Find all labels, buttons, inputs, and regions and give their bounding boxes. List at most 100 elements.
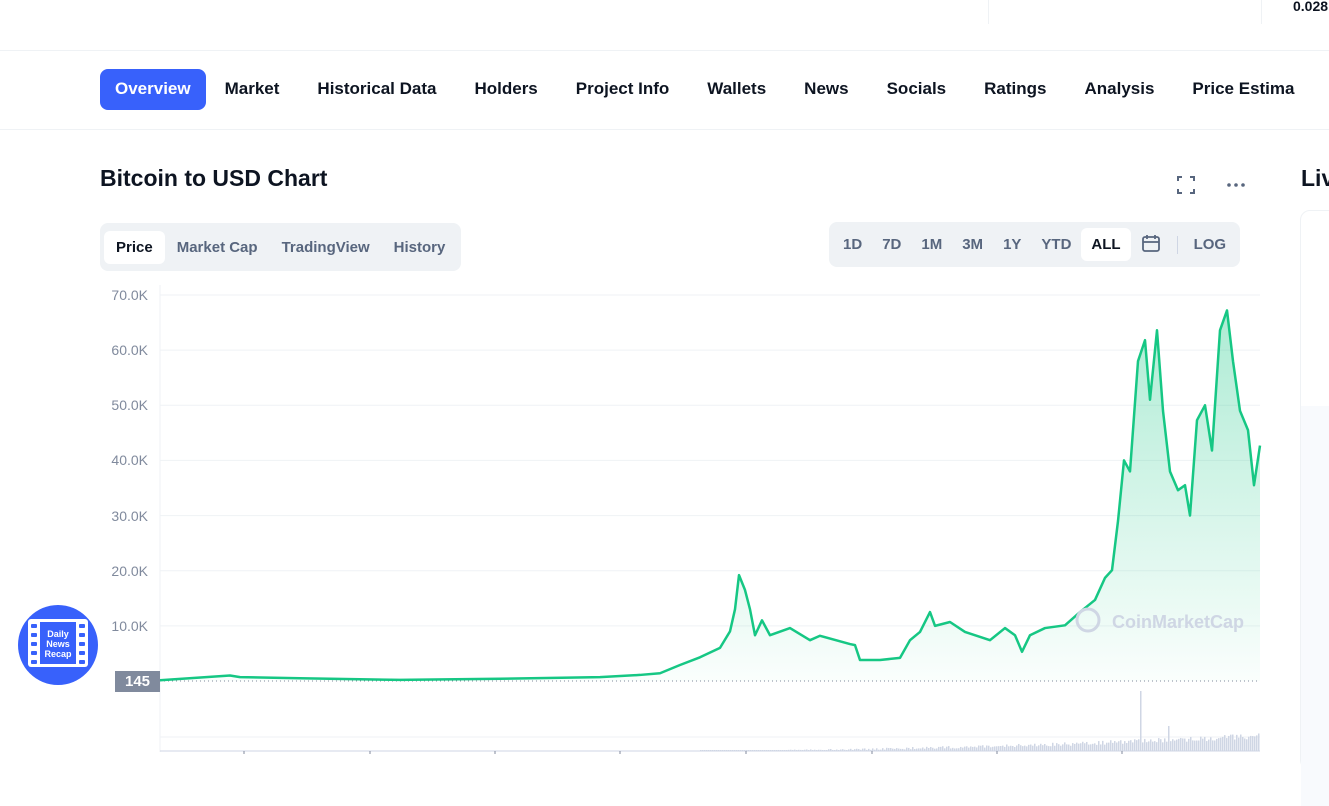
volume-bar <box>1024 746 1026 751</box>
volume-bar <box>1198 740 1200 751</box>
volume-bar <box>1212 740 1214 751</box>
volume-bar <box>942 746 944 751</box>
volume-bar <box>816 750 818 751</box>
volume-bar <box>1258 733 1260 751</box>
volume-bar <box>964 747 966 751</box>
volume-bar <box>1250 736 1252 751</box>
price-chart[interactable]: CoinMarketCap <box>0 0 1329 754</box>
volume-bar <box>870 750 872 751</box>
volume-bar <box>1256 735 1258 751</box>
volume-bar <box>806 749 808 751</box>
volume-bar <box>1112 743 1114 751</box>
volume-bar <box>924 749 926 751</box>
volume-bar <box>886 748 888 751</box>
volume-bar <box>1176 740 1178 751</box>
volume-bar <box>1148 741 1150 751</box>
volume-bar <box>1246 739 1248 751</box>
volume-bar <box>812 750 814 751</box>
volume-bar <box>1136 740 1138 751</box>
volume-bar <box>888 748 890 751</box>
volume-bar <box>734 750 736 751</box>
volume-bar <box>994 746 996 751</box>
volume-bar <box>938 747 940 751</box>
volume-bar <box>1222 737 1224 751</box>
volume-bar <box>1252 736 1254 751</box>
volume-bar <box>1254 736 1256 751</box>
volume-bar <box>898 749 900 751</box>
volume-bar <box>1236 735 1238 751</box>
daily-news-recap-badge[interactable]: Daily News Recap <box>18 605 98 685</box>
volume-bar <box>1220 738 1222 751</box>
volume-bar <box>828 749 830 751</box>
volume-bar <box>1048 746 1050 751</box>
volume-bar <box>986 746 988 751</box>
volume-bar <box>1058 744 1060 751</box>
volume-bar <box>1056 743 1058 751</box>
volume-bar <box>1194 741 1196 751</box>
volume-bar <box>778 750 780 751</box>
volume-bar <box>738 750 740 751</box>
volume-bar <box>864 748 866 751</box>
volume-bar <box>1028 745 1030 751</box>
volume-bar <box>846 750 848 751</box>
volume-bar <box>1068 745 1070 751</box>
volume-bar <box>1066 744 1068 751</box>
volume-bar <box>768 750 770 751</box>
volume-bar <box>892 749 894 751</box>
volume-bar <box>1092 744 1094 751</box>
volume-bar <box>1050 746 1052 751</box>
volume-bar <box>1204 737 1206 751</box>
volume-bar <box>802 750 804 751</box>
volume-bar <box>1140 691 1142 751</box>
volume-bar <box>1146 742 1148 751</box>
volume-bar <box>866 750 868 751</box>
volume-bar <box>958 748 960 751</box>
volume-bar <box>776 750 778 751</box>
volume-bar <box>1168 726 1170 751</box>
volume-bar <box>1182 738 1184 751</box>
volume-bar <box>742 750 744 751</box>
volume-bar <box>714 750 716 751</box>
current-price-tag: 145 <box>115 671 160 692</box>
volume-bar <box>1156 742 1158 751</box>
volume-bar <box>1134 739 1136 751</box>
volume-bar <box>1036 746 1038 751</box>
volume-bar <box>1248 737 1250 751</box>
volume-bar <box>1208 740 1210 751</box>
volume-bar <box>920 748 922 751</box>
volume-bar <box>746 750 748 751</box>
coinmarketcap-watermark: CoinMarketCap <box>1112 612 1244 632</box>
volume-bar <box>1114 741 1116 751</box>
volume-bar <box>722 750 724 751</box>
volume-bar <box>880 750 882 751</box>
volume-bar <box>1044 744 1046 751</box>
volume-bar <box>772 750 774 751</box>
volume-bar <box>818 750 820 751</box>
volume-bar <box>930 747 932 751</box>
volume-bar <box>794 750 796 751</box>
volume-bar <box>1016 746 1018 751</box>
volume-bar <box>1102 741 1104 751</box>
volume-bar <box>780 750 782 751</box>
volume-bar <box>1224 735 1226 751</box>
volume-bar <box>1132 742 1134 751</box>
volume-bar <box>1002 746 1004 751</box>
volume-bar <box>1106 743 1108 751</box>
volume-bar <box>952 748 954 751</box>
volume-bar <box>838 750 840 751</box>
volume-bar <box>732 750 734 751</box>
volume-bar <box>1162 742 1164 751</box>
volume-bar <box>1030 745 1032 751</box>
volume-bar <box>1006 744 1008 751</box>
volume-bar <box>858 749 860 751</box>
volume-bar <box>770 750 772 751</box>
volume-bar <box>706 750 708 751</box>
volume-bar <box>798 750 800 751</box>
volume-bar <box>1094 743 1096 751</box>
volume-bar <box>874 750 876 751</box>
volume-bar <box>896 748 898 751</box>
volume-bar <box>1166 742 1168 751</box>
volume-bar <box>1216 739 1218 751</box>
volume-bar <box>740 750 742 751</box>
volume-bar <box>760 750 762 751</box>
